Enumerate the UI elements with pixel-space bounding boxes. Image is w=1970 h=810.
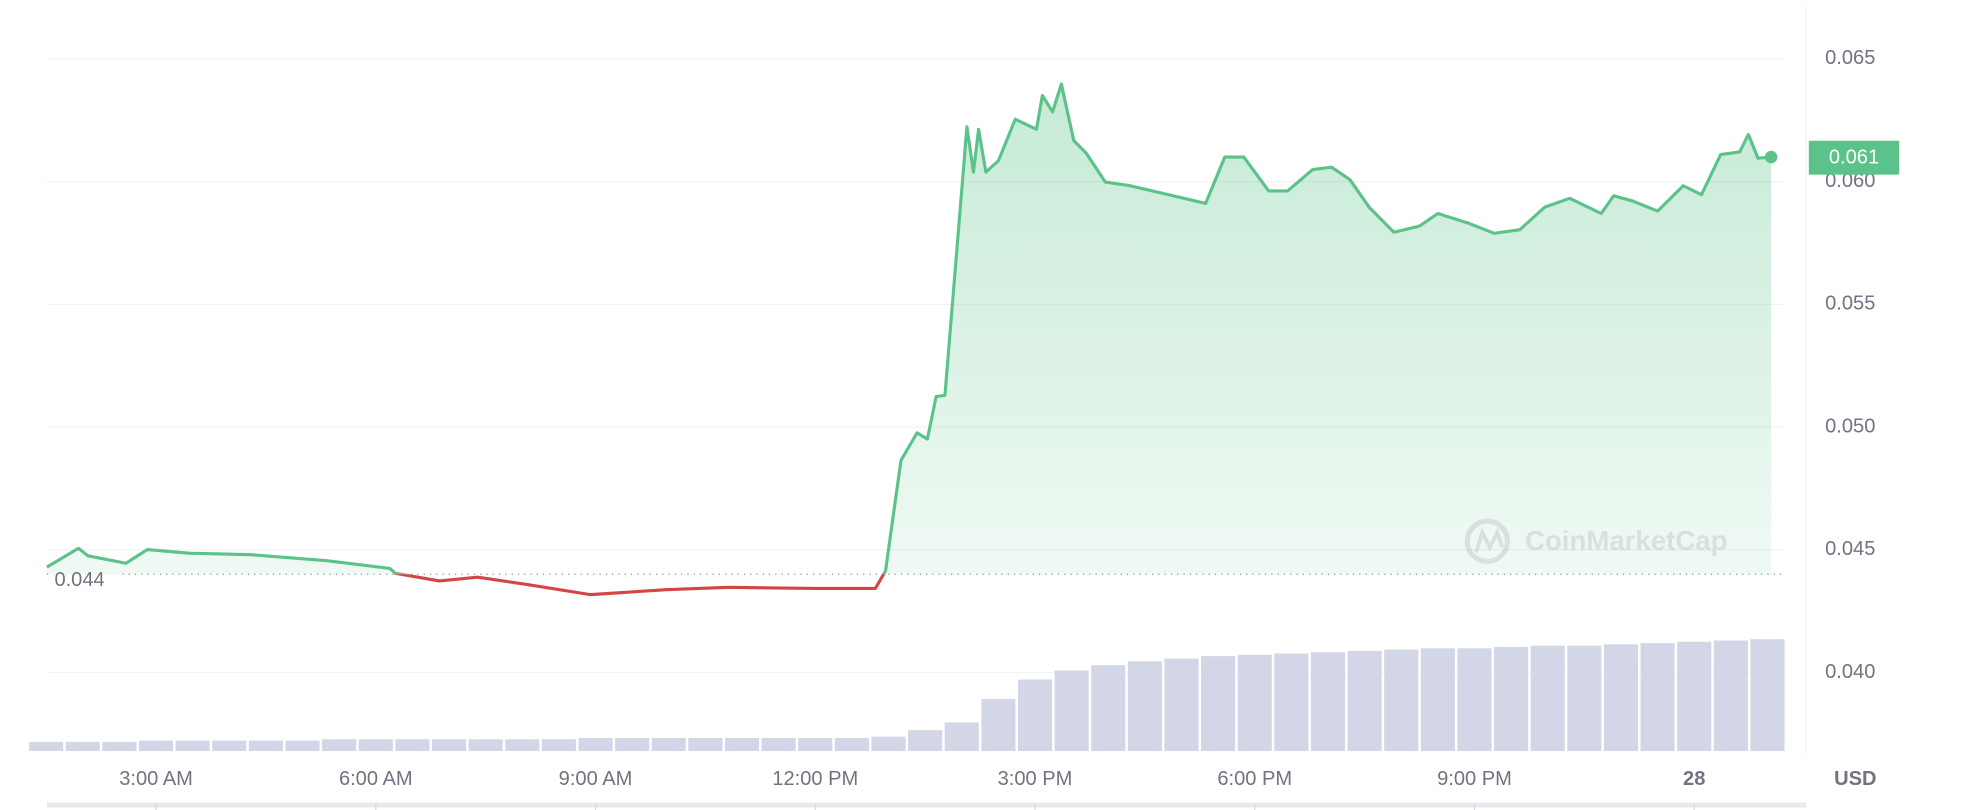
baseline-label: 0.044 [54,569,104,591]
volume-bar [468,739,503,751]
line-below [394,574,886,597]
volume-bar [285,740,320,751]
volume-bar [1091,665,1126,751]
last-point [1764,150,1778,164]
volume-bar [724,737,760,751]
y-tick-label: 0.065 [1825,47,1875,69]
volume-bar [871,736,906,751]
volume-bar [175,740,210,751]
volume-bar [248,740,283,751]
volume-bar [1530,645,1565,751]
y-tick-label: 0.050 [1825,415,1875,437]
volume-bar [1127,661,1162,751]
volume-bar [1494,647,1529,751]
volume-bar [1201,656,1236,751]
volume-bar [944,722,979,751]
volume-bar [102,741,137,751]
volume-bar [1274,653,1309,751]
volume-bar [212,740,247,751]
price-tag [1808,140,1900,175]
x-tick-label: 9:00 AM [559,768,633,790]
x-tick-label: 3:00 PM [998,768,1073,790]
volume-bar [1347,650,1382,751]
volume-bar [1457,648,1492,751]
area [46,84,1772,575]
volume-bar [981,698,1016,751]
x-tick-label: 6:00 PM [1217,768,1292,790]
volume-bar [1310,652,1346,751]
watermark: CoinMarketCap [1464,518,1728,564]
x-tick-label: 3:00 AM [119,768,193,790]
volume-bar [1640,643,1675,751]
volume-bar [1054,670,1089,751]
volume-bar [65,741,100,751]
volume-bar [834,737,869,751]
x-tick-label: 12:00 PM [772,768,858,790]
volume-bar [541,739,576,751]
volume-bar [1567,645,1602,751]
volume-bar [1750,639,1785,751]
volume-bar [688,737,723,751]
volume-bar [1384,649,1419,751]
y-tick-label: 0.045 [1825,538,1875,560]
volume-bar [395,739,430,751]
volume-bar [1713,640,1748,751]
volume-bar [29,741,64,751]
watermark-text: CoinMarketCap [1525,525,1728,556]
volume-bar [358,739,393,751]
x-tick-label: 9:00 PM [1437,768,1512,790]
line-above [46,82,1772,575]
volume-bar [578,737,613,751]
volume-bar [138,740,174,751]
volume-bar [1237,654,1272,751]
volume-bar [761,737,796,751]
volume-bar [322,739,357,751]
volume-bar [798,737,833,751]
x-tick-label: 6:00 AM [339,768,413,790]
price-tag-label: 0.061 [1829,147,1879,169]
volume-bar [1017,679,1053,751]
y-tick-label: 0.055 [1825,293,1875,315]
volume-bar [908,730,943,751]
y-tick-label: 0.060 [1825,170,1875,192]
volume-bar [505,739,540,751]
y-unit-label: USD [1834,768,1876,790]
watermark-logo [1464,518,1510,564]
x-tick-label: 28 [1683,768,1705,790]
volume-bar [651,737,686,751]
watermark-logo [1474,527,1505,554]
volume-bar [615,737,650,751]
y-tick-label: 0.040 [1825,661,1875,683]
volume-bar [1420,648,1455,751]
volume-bar [1677,641,1712,751]
volume-bar [431,739,467,751]
volume-bar [1164,658,1199,751]
volume-bar [1603,644,1639,751]
